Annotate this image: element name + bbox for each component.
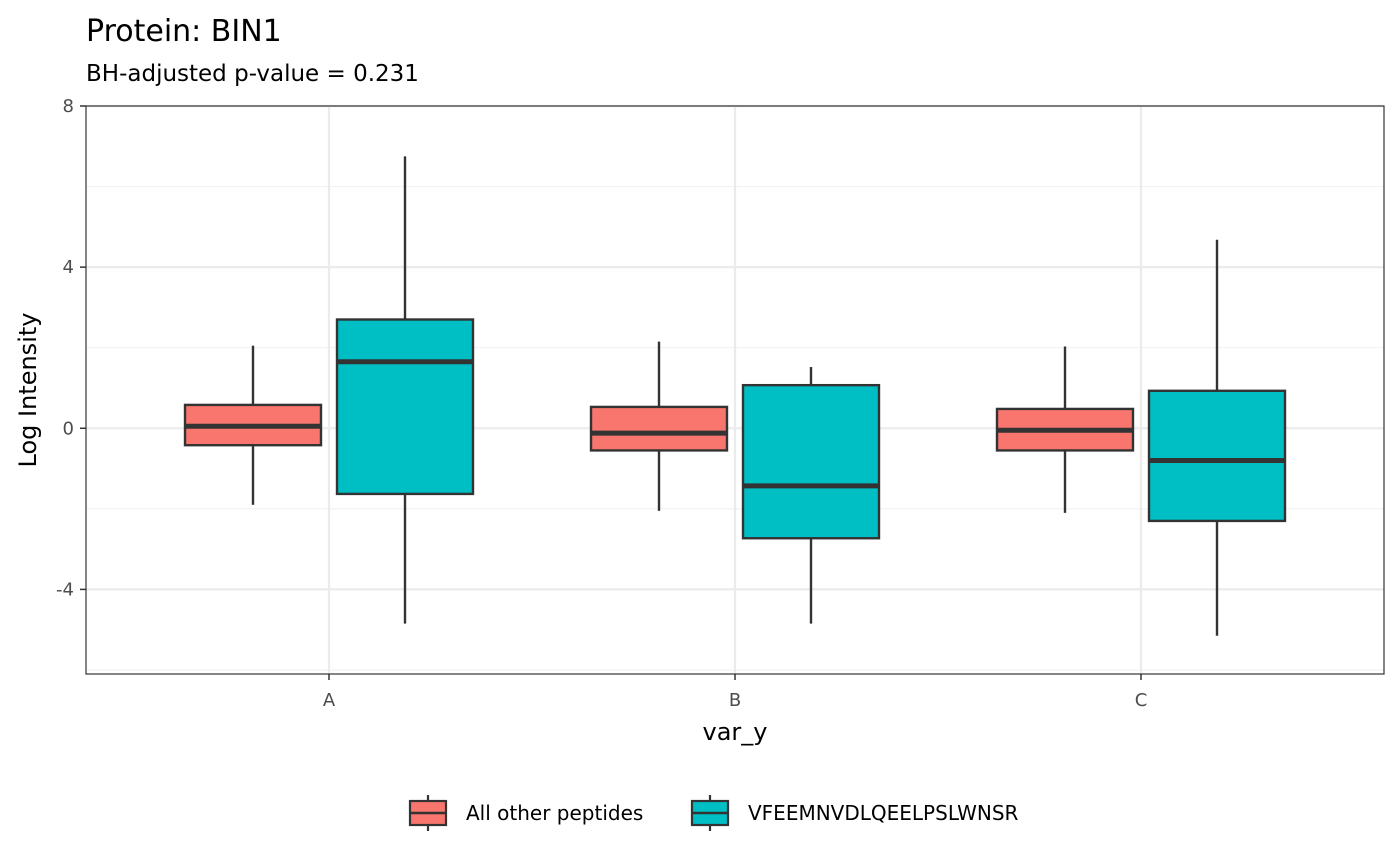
boxplot-A-other bbox=[183, 345, 323, 505]
chart-subtitle: BH-adjusted p-value = 0.231 bbox=[86, 61, 419, 87]
x-tick-label: C bbox=[1135, 690, 1148, 711]
legend-label: All other peptides bbox=[466, 801, 643, 825]
x-axis-title: var_y bbox=[703, 718, 768, 746]
boxplot-C-other bbox=[995, 346, 1135, 513]
legend: All other peptides VFEEMNVDLQEELPSLWNSR bbox=[408, 795, 1019, 831]
box bbox=[741, 383, 881, 540]
box bbox=[589, 405, 729, 452]
y-tick-label: -4 bbox=[56, 579, 74, 600]
x-tick-label: B bbox=[729, 690, 741, 711]
chart-title: Protein: BIN1 bbox=[86, 14, 282, 49]
axes: -4 0 4 8 A B C bbox=[56, 96, 1147, 711]
legend-label: VFEEMNVDLQEELPSLWNSR bbox=[748, 801, 1019, 825]
y-tick-label: 8 bbox=[63, 96, 74, 117]
box-layer bbox=[183, 156, 1287, 636]
boxplot-B-peptide bbox=[741, 367, 881, 624]
y-tick-label: 0 bbox=[63, 418, 74, 439]
boxplot-A-peptide bbox=[335, 156, 475, 624]
legend-item: All other peptides bbox=[408, 795, 643, 831]
box bbox=[335, 318, 475, 496]
y-tick-label: 4 bbox=[63, 257, 74, 278]
x-tick-label: A bbox=[323, 690, 336, 711]
boxplot-B-other bbox=[589, 341, 729, 511]
boxplot-C-peptide bbox=[1147, 239, 1287, 636]
y-axis-title: Log Intensity bbox=[14, 313, 42, 468]
box bbox=[1147, 389, 1287, 523]
legend-item: VFEEMNVDLQEELPSLWNSR bbox=[690, 795, 1019, 831]
